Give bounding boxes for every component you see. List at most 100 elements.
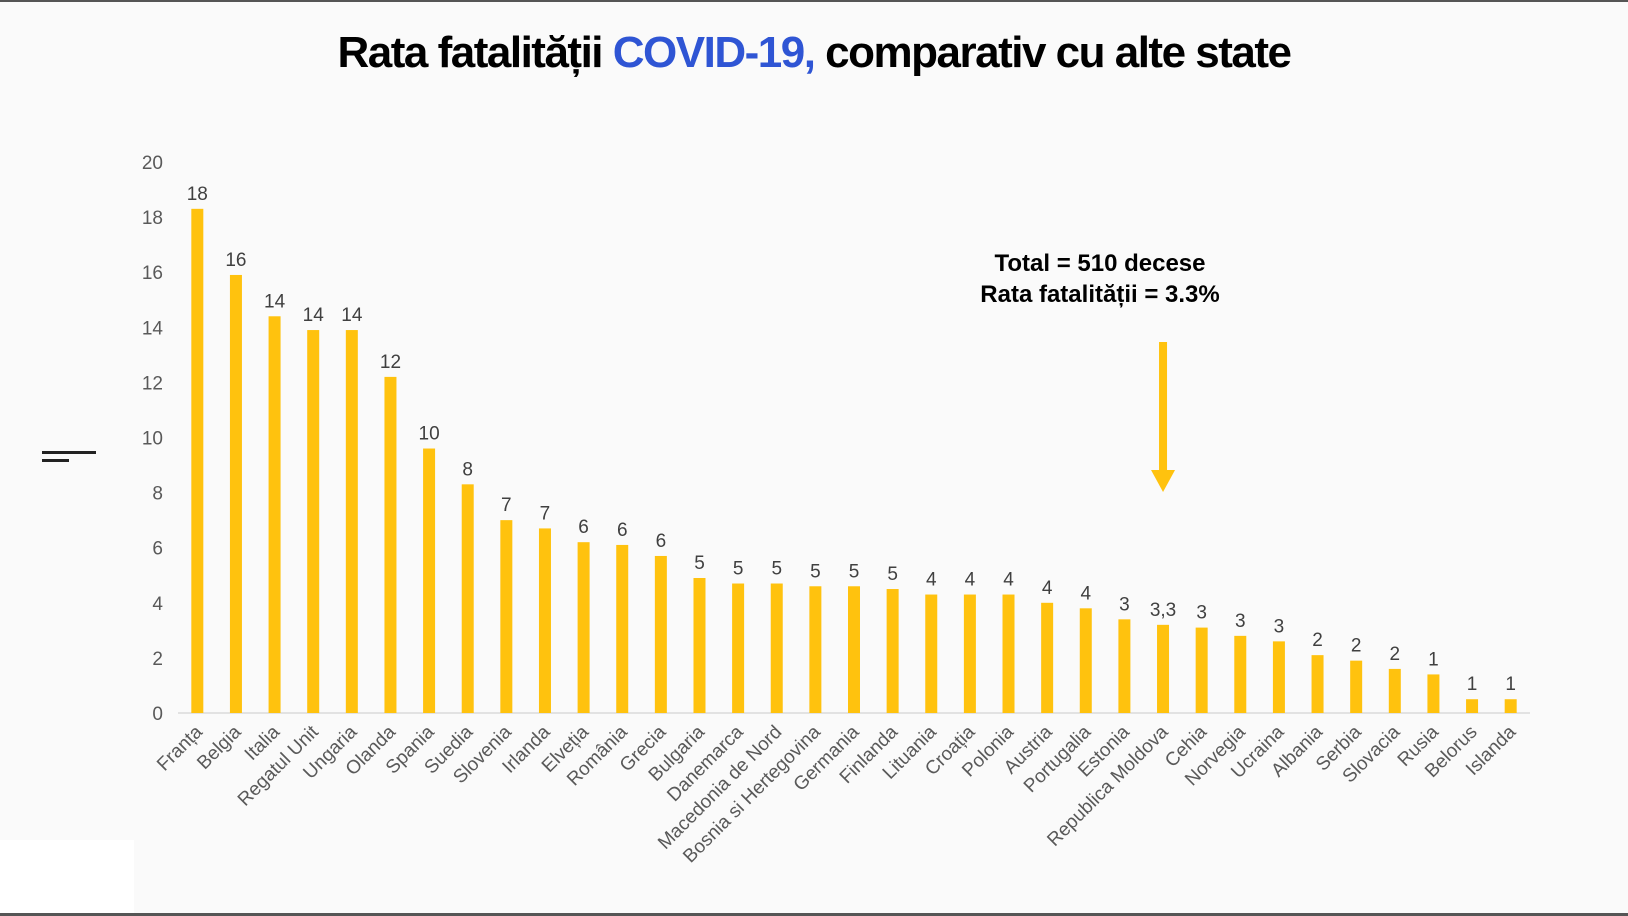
menu-icon-line [42, 451, 96, 454]
data-label: 8 [462, 459, 473, 480]
data-label: 6 [656, 531, 667, 552]
bar [770, 583, 783, 713]
data-label: 4 [965, 570, 976, 591]
data-label: 6 [617, 520, 628, 541]
data-label: 5 [771, 559, 782, 580]
menu-icon-line [42, 459, 69, 462]
data-label: 7 [540, 503, 551, 524]
arrow-shaft [1159, 342, 1168, 472]
y-tick-label: 10 [142, 429, 163, 450]
bar [848, 586, 860, 713]
bar [1002, 594, 1015, 713]
annotation-box: Total = 510 decese Rata fatalității = 3.… [940, 248, 1260, 310]
bar [1157, 624, 1170, 713]
x-tick-label: Belgia [193, 721, 246, 774]
y-tick-label: 2 [152, 649, 163, 670]
annotation-total: Total = 510 decese [994, 250, 1206, 277]
y-tick-label: 18 [142, 208, 163, 229]
annotation-rate: Rata fatalității = 3.3% [980, 281, 1220, 308]
data-label: 3 [1235, 611, 1246, 632]
bar [345, 330, 358, 713]
bar [384, 376, 397, 713]
page-title: Rata fatalității COVID-19, comparativ cu… [0, 28, 1628, 78]
bar [500, 520, 513, 713]
bar [577, 542, 590, 713]
data-label: 2 [1390, 644, 1401, 665]
bar [1350, 660, 1363, 713]
bar [1118, 619, 1131, 713]
bar [1311, 655, 1324, 713]
data-label: 10 [419, 424, 440, 445]
data-label: 2 [1351, 636, 1362, 657]
bar [693, 578, 706, 713]
bar [1427, 674, 1440, 713]
data-label: 3,3 [1150, 600, 1176, 621]
data-label: 16 [225, 250, 246, 271]
bar [1466, 699, 1479, 713]
bar [1272, 641, 1285, 713]
data-label: 14 [264, 291, 286, 312]
bar [307, 330, 320, 713]
bar [1079, 608, 1092, 713]
data-label: 5 [694, 553, 705, 574]
bar [732, 583, 745, 713]
bar [191, 208, 204, 713]
bar [268, 316, 281, 713]
data-label: 3 [1119, 594, 1130, 615]
title-part-1: Rata fatalității [337, 28, 613, 77]
y-tick-label: 8 [152, 484, 163, 505]
bar [229, 274, 242, 713]
arrow-down-icon [1151, 342, 1176, 492]
data-label: 1 [1428, 649, 1439, 670]
x-tick-label: Franța [153, 721, 207, 775]
y-tick-label: 14 [142, 318, 164, 339]
bar [1504, 699, 1517, 713]
data-label: 6 [578, 517, 589, 538]
data-label: 4 [1042, 578, 1053, 599]
bar [616, 544, 629, 713]
bar [1041, 602, 1054, 713]
y-axis: 0 2 4 6 8 10 12 14 16 18 20 [142, 153, 164, 725]
blank-panel [0, 840, 134, 913]
y-tick-label: 6 [152, 539, 163, 560]
data-label: 5 [887, 564, 898, 585]
data-label: 3 [1196, 603, 1207, 624]
data-label: 1 [1467, 674, 1478, 695]
bar [654, 555, 667, 713]
y-tick-label: 4 [152, 594, 163, 615]
bar [1388, 668, 1401, 713]
data-label: 3 [1274, 616, 1285, 637]
bar [1195, 627, 1208, 713]
top-border [0, 0, 1628, 2]
data-label: 4 [1080, 583, 1091, 604]
arrow-head [1151, 470, 1176, 492]
bar [925, 594, 938, 713]
data-label: 18 [187, 184, 208, 205]
data-label: 7 [501, 495, 512, 516]
title-part-3: comparativ cu alte state [814, 28, 1292, 77]
y-tick-label: 12 [142, 373, 163, 394]
data-label: 5 [849, 561, 860, 582]
menu-icon[interactable] [42, 451, 96, 463]
data-label: 1 [1505, 674, 1516, 695]
data-label: 2 [1312, 630, 1323, 651]
y-tick-label: 0 [152, 704, 163, 725]
data-label: 4 [926, 570, 937, 591]
bar [538, 528, 551, 713]
y-tick-label: 20 [142, 153, 163, 174]
bar [1234, 635, 1247, 713]
data-label: 14 [341, 305, 363, 326]
bar [963, 594, 976, 713]
bar [461, 484, 474, 713]
data-label: 5 [733, 559, 744, 580]
data-label: 5 [810, 561, 821, 582]
bar [423, 448, 436, 713]
y-tick-label: 16 [142, 263, 163, 284]
data-label: 12 [380, 352, 401, 373]
bottom-border [0, 913, 1628, 916]
bar [809, 586, 822, 713]
bars [191, 208, 1517, 713]
